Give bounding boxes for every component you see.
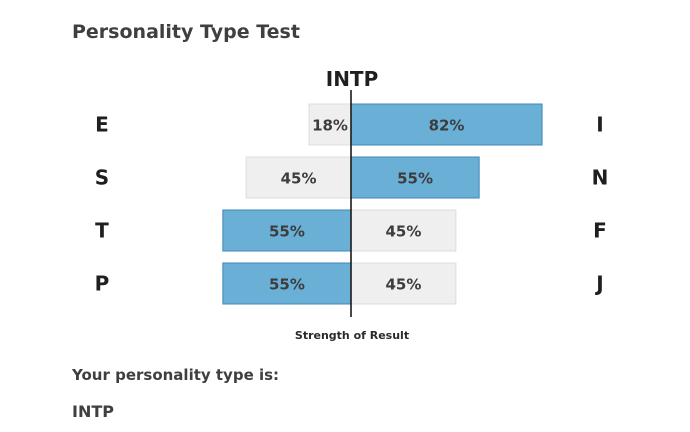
trait-letter-f: F [593,219,607,243]
personality-chart: INTP 18% 82% E I 45% 55% S N 55% 45% T F 55% 45% P J St… [95,67,609,342]
bar-left-p [222,262,352,305]
value-label-left-t: 55% [269,223,305,241]
bar-right-i [350,103,543,146]
result-value: INTP [72,402,114,421]
value-label-right-i: 82% [429,117,465,135]
bars-layer [222,103,543,305]
bar-left-t [222,209,352,252]
trait-letter-n: N [592,166,609,190]
trait-letter-i: I [596,113,603,137]
value-label-right-f: 45% [385,223,421,241]
bar-right-n [350,156,480,199]
labels-layer: 18% 82% E I 45% 55% S N 55% 45% T F 55% 45% P J [95,113,609,296]
page-title: Personality Type Test [72,21,300,43]
value-label-left-s: 45% [281,170,317,188]
chart-title: INTP [326,67,378,91]
value-label-right-n: 55% [397,170,433,188]
bar-right-j [350,262,457,305]
trait-letter-s: S [95,166,109,190]
result-label: Your personality type is: [72,366,280,384]
bar-right-f [350,209,457,252]
value-label-right-j: 45% [385,276,421,294]
trait-letter-j: J [594,272,603,296]
trait-letter-t: T [95,219,109,243]
value-label-left-p: 55% [269,276,305,294]
trait-letter-p: P [95,272,110,296]
x-axis-label: Strength of Result [295,329,409,342]
trait-letter-e: E [95,113,109,137]
value-label-left-e: 18% [312,117,348,135]
